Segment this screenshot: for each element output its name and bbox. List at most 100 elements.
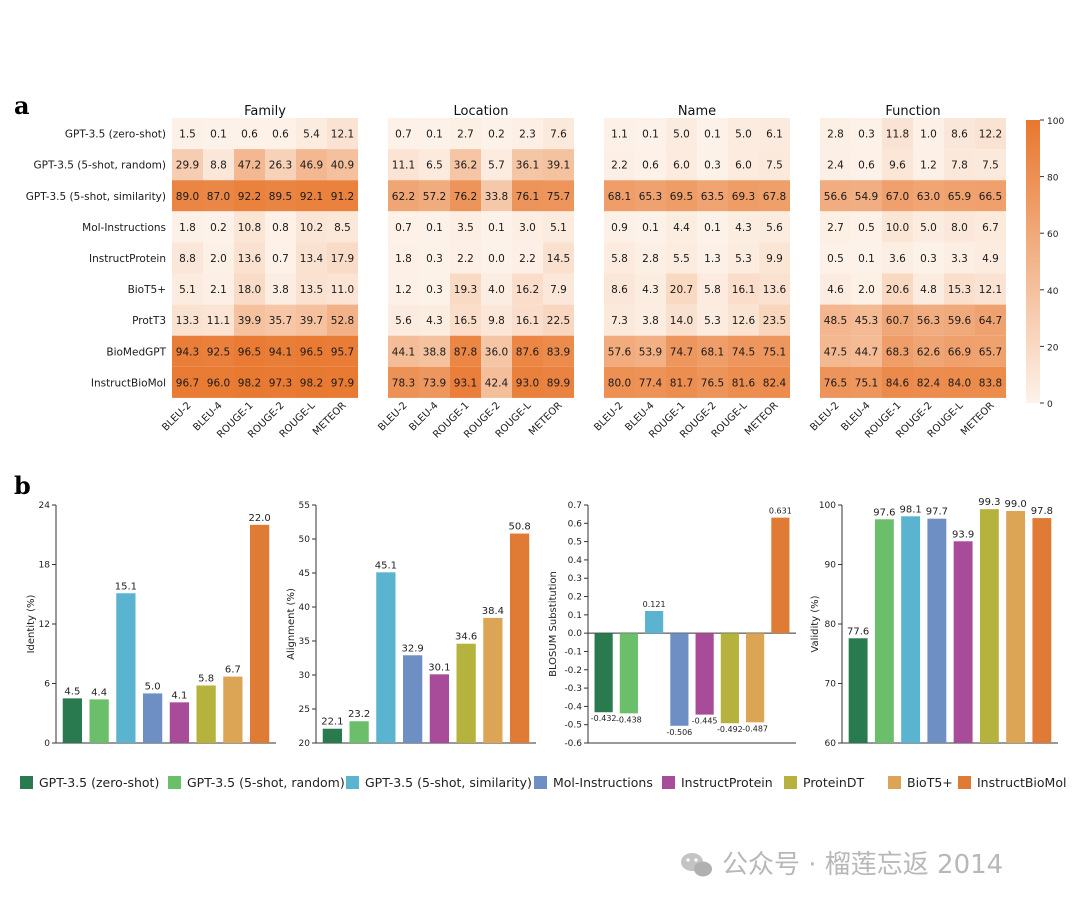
heatmap-cell xyxy=(419,304,450,336)
heatmap-cell-value: 89.0 xyxy=(176,191,199,203)
heatmap-cell-value: 20.6 xyxy=(886,284,910,296)
heatmap-cell xyxy=(543,149,574,181)
heatmap-cell xyxy=(481,118,512,150)
y-tick-label: 40 xyxy=(299,603,311,613)
y-tick-label: 60 xyxy=(825,739,837,749)
heatmap-cell-value: 0.1 xyxy=(488,222,505,234)
heatmap-cell-value: 0.9 xyxy=(611,222,628,234)
heatmap-cell-value: 87.6 xyxy=(516,346,540,358)
heatmap-cell xyxy=(481,304,512,336)
heatmap-cell xyxy=(975,304,1006,336)
bar xyxy=(1006,510,1026,743)
heatmap-cell-value: 7.9 xyxy=(550,284,567,296)
heatmap-cell-value: 4.3 xyxy=(642,284,659,296)
heatmap-cell xyxy=(697,211,728,243)
heatmap-cell xyxy=(203,335,234,367)
heatmap-cell-value: 97.9 xyxy=(331,377,354,389)
heatmap-cell-value: 98.2 xyxy=(300,377,323,389)
heatmap-cell-value: 0.7 xyxy=(272,253,289,265)
heatmap-cell-value: 65.7 xyxy=(979,346,1002,358)
colorbar-tick-label: 40 xyxy=(1047,287,1059,297)
heatmap-cell xyxy=(172,366,203,398)
bar-value-label: 38.4 xyxy=(482,606,504,617)
bar-chart: 20 25 30 35 40 45 50 55 Alignment (%) 22.1 23.2 45.… xyxy=(286,501,536,749)
heatmap-cell-value: 63.0 xyxy=(917,191,940,203)
heatmap-cell-value: 97.3 xyxy=(269,377,292,389)
heatmap-cell xyxy=(820,180,851,212)
heatmap-cell-value: 0.1 xyxy=(858,253,875,265)
heatmap-cell xyxy=(697,180,728,212)
heatmap-cell xyxy=(820,273,851,305)
heatmap-cell xyxy=(944,366,975,398)
bar-value-label: 5.0 xyxy=(145,681,161,692)
heatmap-cell xyxy=(203,211,234,243)
heatmap-cell xyxy=(388,180,419,212)
heatmap-cell xyxy=(419,149,450,181)
y-axis-label: Validity (%) xyxy=(810,595,821,652)
heatmap-cell xyxy=(388,335,419,367)
heatmap-cell xyxy=(543,211,574,243)
heatmap-row-label: BioT5+ xyxy=(128,284,166,296)
heatmap-cell xyxy=(296,211,327,243)
heatmap-cell-value: 15.3 xyxy=(948,284,971,296)
heatmap-cell-value: 0.1 xyxy=(642,222,659,234)
heatmap-cell xyxy=(913,211,944,243)
heatmap-cell xyxy=(604,180,635,212)
bar xyxy=(979,509,999,743)
heatmap-cell xyxy=(913,242,944,274)
heatmap-cell-value: 36.2 xyxy=(454,160,477,172)
heatmap-cell xyxy=(913,273,944,305)
bar xyxy=(142,693,163,743)
heatmap-column-label: METEOR xyxy=(959,400,997,438)
heatmap-cell-value: 29.9 xyxy=(176,160,199,172)
heatmap-cell-value: 18.0 xyxy=(238,284,261,296)
heatmap-cell xyxy=(851,273,882,305)
heatmap-cell xyxy=(697,118,728,150)
heatmap-cell-value: 6.7 xyxy=(982,222,999,234)
y-tick-label: 0.7 xyxy=(568,501,582,511)
heatmap-cell xyxy=(450,211,481,243)
heatmap-cell-value: 0.1 xyxy=(704,222,721,234)
bar-value-label: 32.9 xyxy=(401,643,423,654)
heatmap-cell-value: 76.2 xyxy=(454,191,477,203)
heatmap-cell-value: 6.0 xyxy=(673,160,690,172)
legend-swatch xyxy=(534,776,547,789)
heatmap-cell-value: 83.8 xyxy=(979,377,1002,389)
heatmap-cell xyxy=(666,149,697,181)
heatmap-cell-value: 5.5 xyxy=(673,253,690,265)
heatmap-cell-value: 26.3 xyxy=(269,160,292,172)
watermark-text: 公众号 · 榴莲忘返 2014 xyxy=(722,850,1003,880)
heatmap-cell xyxy=(944,211,975,243)
heatmap-cell xyxy=(265,211,296,243)
heatmap-cell xyxy=(697,335,728,367)
heatmap-cell-value: 10.2 xyxy=(300,222,323,234)
heatmap-cell xyxy=(543,335,574,367)
bar xyxy=(429,674,450,743)
heatmap-cell-value: 1.2 xyxy=(920,160,937,172)
heatmap-cell xyxy=(481,242,512,274)
heatmap-cell xyxy=(944,242,975,274)
y-tick-label: -0.1 xyxy=(564,647,582,657)
heatmap-cell xyxy=(851,304,882,336)
heatmap-cell-value: 68.3 xyxy=(886,346,909,358)
heatmap-cell xyxy=(728,211,759,243)
heatmap-panel-title: Location xyxy=(454,104,509,119)
y-tick-label: 55 xyxy=(299,501,310,511)
y-tick-label: 0.3 xyxy=(568,574,582,584)
heatmap-cell-value: 13.4 xyxy=(300,253,324,265)
heatmap-cell xyxy=(172,118,203,150)
bar-value-label: 34.6 xyxy=(455,632,477,643)
heatmap-cell-value: 0.3 xyxy=(858,129,875,141)
legend-swatch xyxy=(958,776,971,789)
heatmap-cell xyxy=(512,149,543,181)
bar xyxy=(746,633,765,723)
heatmap-cell xyxy=(820,366,851,398)
heatmap-cell xyxy=(327,242,358,274)
heatmap-cell-value: 5.0 xyxy=(735,129,752,141)
bar-value-label: 4.5 xyxy=(64,686,80,697)
heatmap-cell xyxy=(419,273,450,305)
heatmap-cell xyxy=(296,273,327,305)
heatmap-cell-value: 47.2 xyxy=(238,160,261,172)
bar-value-label: 6.7 xyxy=(225,665,241,676)
heatmap-cell xyxy=(481,366,512,398)
